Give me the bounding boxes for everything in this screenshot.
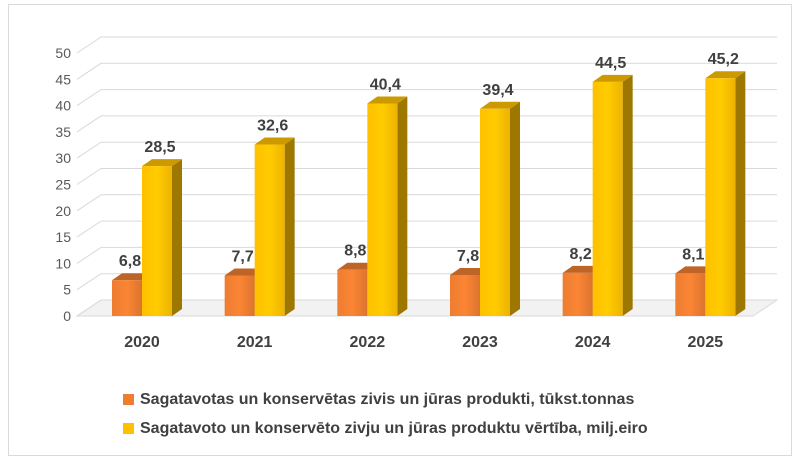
- gridline: [76, 168, 777, 185]
- data-label: 45,2: [708, 51, 739, 68]
- bar: [480, 108, 510, 316]
- gridline: [76, 194, 777, 212]
- x-tick-label: 2020: [124, 334, 160, 351]
- gridline: [76, 246, 777, 264]
- legend-label: Sagatavotas un konservētas zivis un jūra…: [140, 390, 635, 408]
- data-label: 44,5: [595, 55, 626, 72]
- gridline: [76, 89, 777, 107]
- y-tick-label: 25: [55, 177, 71, 193]
- y-tick-label: 35: [55, 124, 71, 140]
- gridline: [76, 141, 777, 159]
- bar-side: [622, 74, 633, 317]
- y-tick-label: 0: [63, 308, 71, 324]
- bar-top: [142, 159, 182, 167]
- chart-legend: Sagatavotas un konservētas zivis un jūra…: [123, 387, 648, 445]
- bar: [675, 273, 706, 316]
- bar-top: [254, 137, 295, 145]
- data-label: 8,2: [570, 246, 592, 263]
- y-tick-label: 5: [63, 282, 71, 298]
- data-label: 8,1: [682, 246, 704, 263]
- bar-side: [172, 159, 182, 316]
- bar-side: [284, 137, 295, 316]
- legend-label: Sagatavoto un konservēto zivju un jūras …: [140, 419, 648, 437]
- x-tick-label: 2023: [462, 334, 498, 351]
- bar-side: [397, 96, 408, 316]
- bar: [142, 166, 172, 316]
- bar-side: [510, 101, 520, 316]
- data-label: 32,6: [257, 118, 288, 135]
- y-tick-label: 15: [55, 229, 71, 245]
- bar: [224, 275, 255, 316]
- bar-top: [480, 101, 520, 109]
- bar: [705, 78, 736, 316]
- data-label: 28,5: [144, 139, 175, 156]
- data-label: 7,8: [457, 248, 479, 265]
- data-label: 39,4: [482, 82, 513, 99]
- x-tick-label: 2024: [575, 334, 611, 351]
- y-tick-label: 30: [55, 150, 71, 166]
- bar: [592, 81, 623, 317]
- bar-top: [705, 71, 746, 79]
- x-tick-label: 2021: [237, 334, 273, 351]
- gridline: [76, 36, 777, 54]
- gridline: [76, 115, 777, 133]
- bar-side: [735, 71, 746, 316]
- legend-swatch: [123, 394, 134, 405]
- bar: [367, 103, 398, 316]
- x-tick-label: 2022: [350, 334, 386, 351]
- chart-frame: 0 5 10 15 20 25 30 35 40 45 50 6,8 28,5 2020 7,7 32,6 20…: [8, 4, 792, 456]
- y-tick-label: 40: [55, 98, 71, 114]
- data-label: 40,4: [370, 76, 401, 93]
- legend-swatch: [123, 423, 134, 434]
- bar: [112, 280, 142, 316]
- gridline: [76, 299, 777, 317]
- data-label: 6,8: [119, 253, 141, 270]
- bar-top: [592, 74, 633, 82]
- y-tick-label: 45: [55, 71, 71, 87]
- y-tick-label: 10: [55, 255, 71, 271]
- data-label: 8,8: [344, 243, 366, 260]
- bar-top: [367, 96, 408, 104]
- gridline: [76, 62, 777, 80]
- gridline: [76, 220, 777, 238]
- y-tick-label: 50: [55, 45, 71, 61]
- legend-item: Sagatavoto un konservēto zivju un jūras …: [123, 416, 648, 441]
- bar: [562, 272, 593, 316]
- bar: [450, 274, 480, 316]
- gridline: [76, 273, 777, 291]
- y-tick-label: 20: [55, 203, 71, 219]
- bar: [254, 144, 285, 316]
- bar: [337, 269, 368, 316]
- chart-plot: 051015202530354045506,828,520207,732,620…: [55, 36, 779, 351]
- legend-item: Sagatavotas un konservētas zivis un jūra…: [123, 387, 648, 412]
- data-label: 7,7: [232, 248, 254, 265]
- x-tick-label: 2025: [688, 334, 724, 351]
